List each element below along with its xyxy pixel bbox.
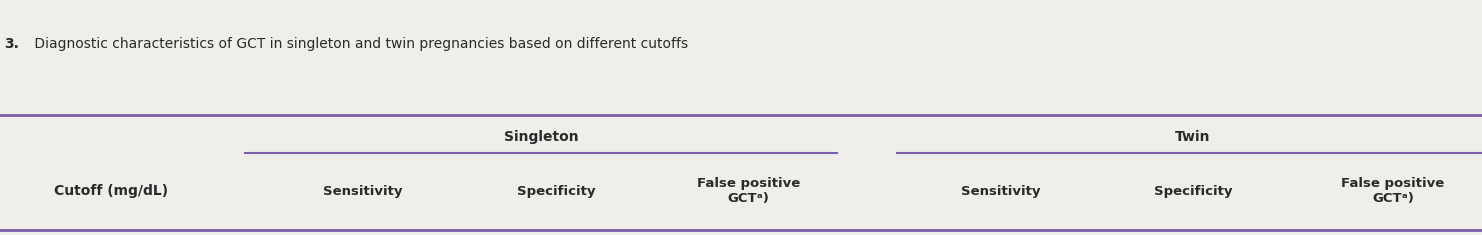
Text: Singleton: Singleton [504, 130, 578, 144]
Text: Twin: Twin [1175, 130, 1211, 144]
Text: Sensitivity: Sensitivity [960, 185, 1040, 198]
Text: False positive
GCTᵃ): False positive GCTᵃ) [697, 177, 800, 205]
Text: False positive
GCTᵃ): False positive GCTᵃ) [1341, 177, 1445, 205]
Text: 3.: 3. [4, 37, 19, 51]
Text: Diagnostic characteristics of GCT in singleton and twin pregnancies based on dif: Diagnostic characteristics of GCT in sin… [30, 37, 688, 51]
Text: Cutoff (mg/dL): Cutoff (mg/dL) [53, 184, 169, 198]
Text: Specificity: Specificity [1154, 185, 1232, 198]
Text: Sensitivity: Sensitivity [323, 185, 403, 198]
Text: Specificity: Specificity [517, 185, 594, 198]
